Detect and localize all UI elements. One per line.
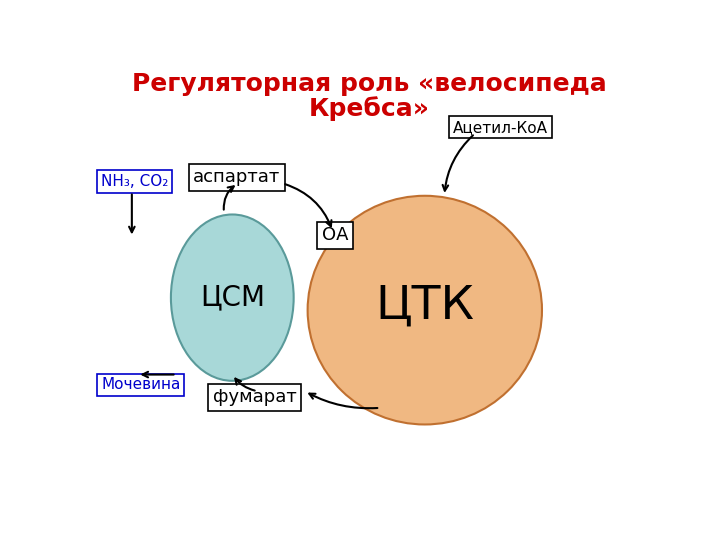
Text: ОА: ОА — [322, 226, 348, 244]
Text: ЦТК: ЦТК — [375, 284, 474, 328]
Text: NH₃, CO₂: NH₃, CO₂ — [101, 174, 168, 188]
Text: фумарат: фумарат — [213, 388, 297, 407]
Text: ЦСМ: ЦСМ — [199, 284, 265, 312]
Text: аспартат: аспартат — [193, 168, 281, 186]
Ellipse shape — [307, 196, 542, 424]
Text: Мочевина: Мочевина — [101, 377, 181, 393]
Text: Кребса»: Кребса» — [309, 96, 429, 121]
Text: Ацетил-КоА: Ацетил-КоА — [453, 120, 548, 134]
Ellipse shape — [171, 214, 294, 381]
Text: Регуляторная роль «велосипеда: Регуляторная роль «велосипеда — [132, 71, 606, 96]
